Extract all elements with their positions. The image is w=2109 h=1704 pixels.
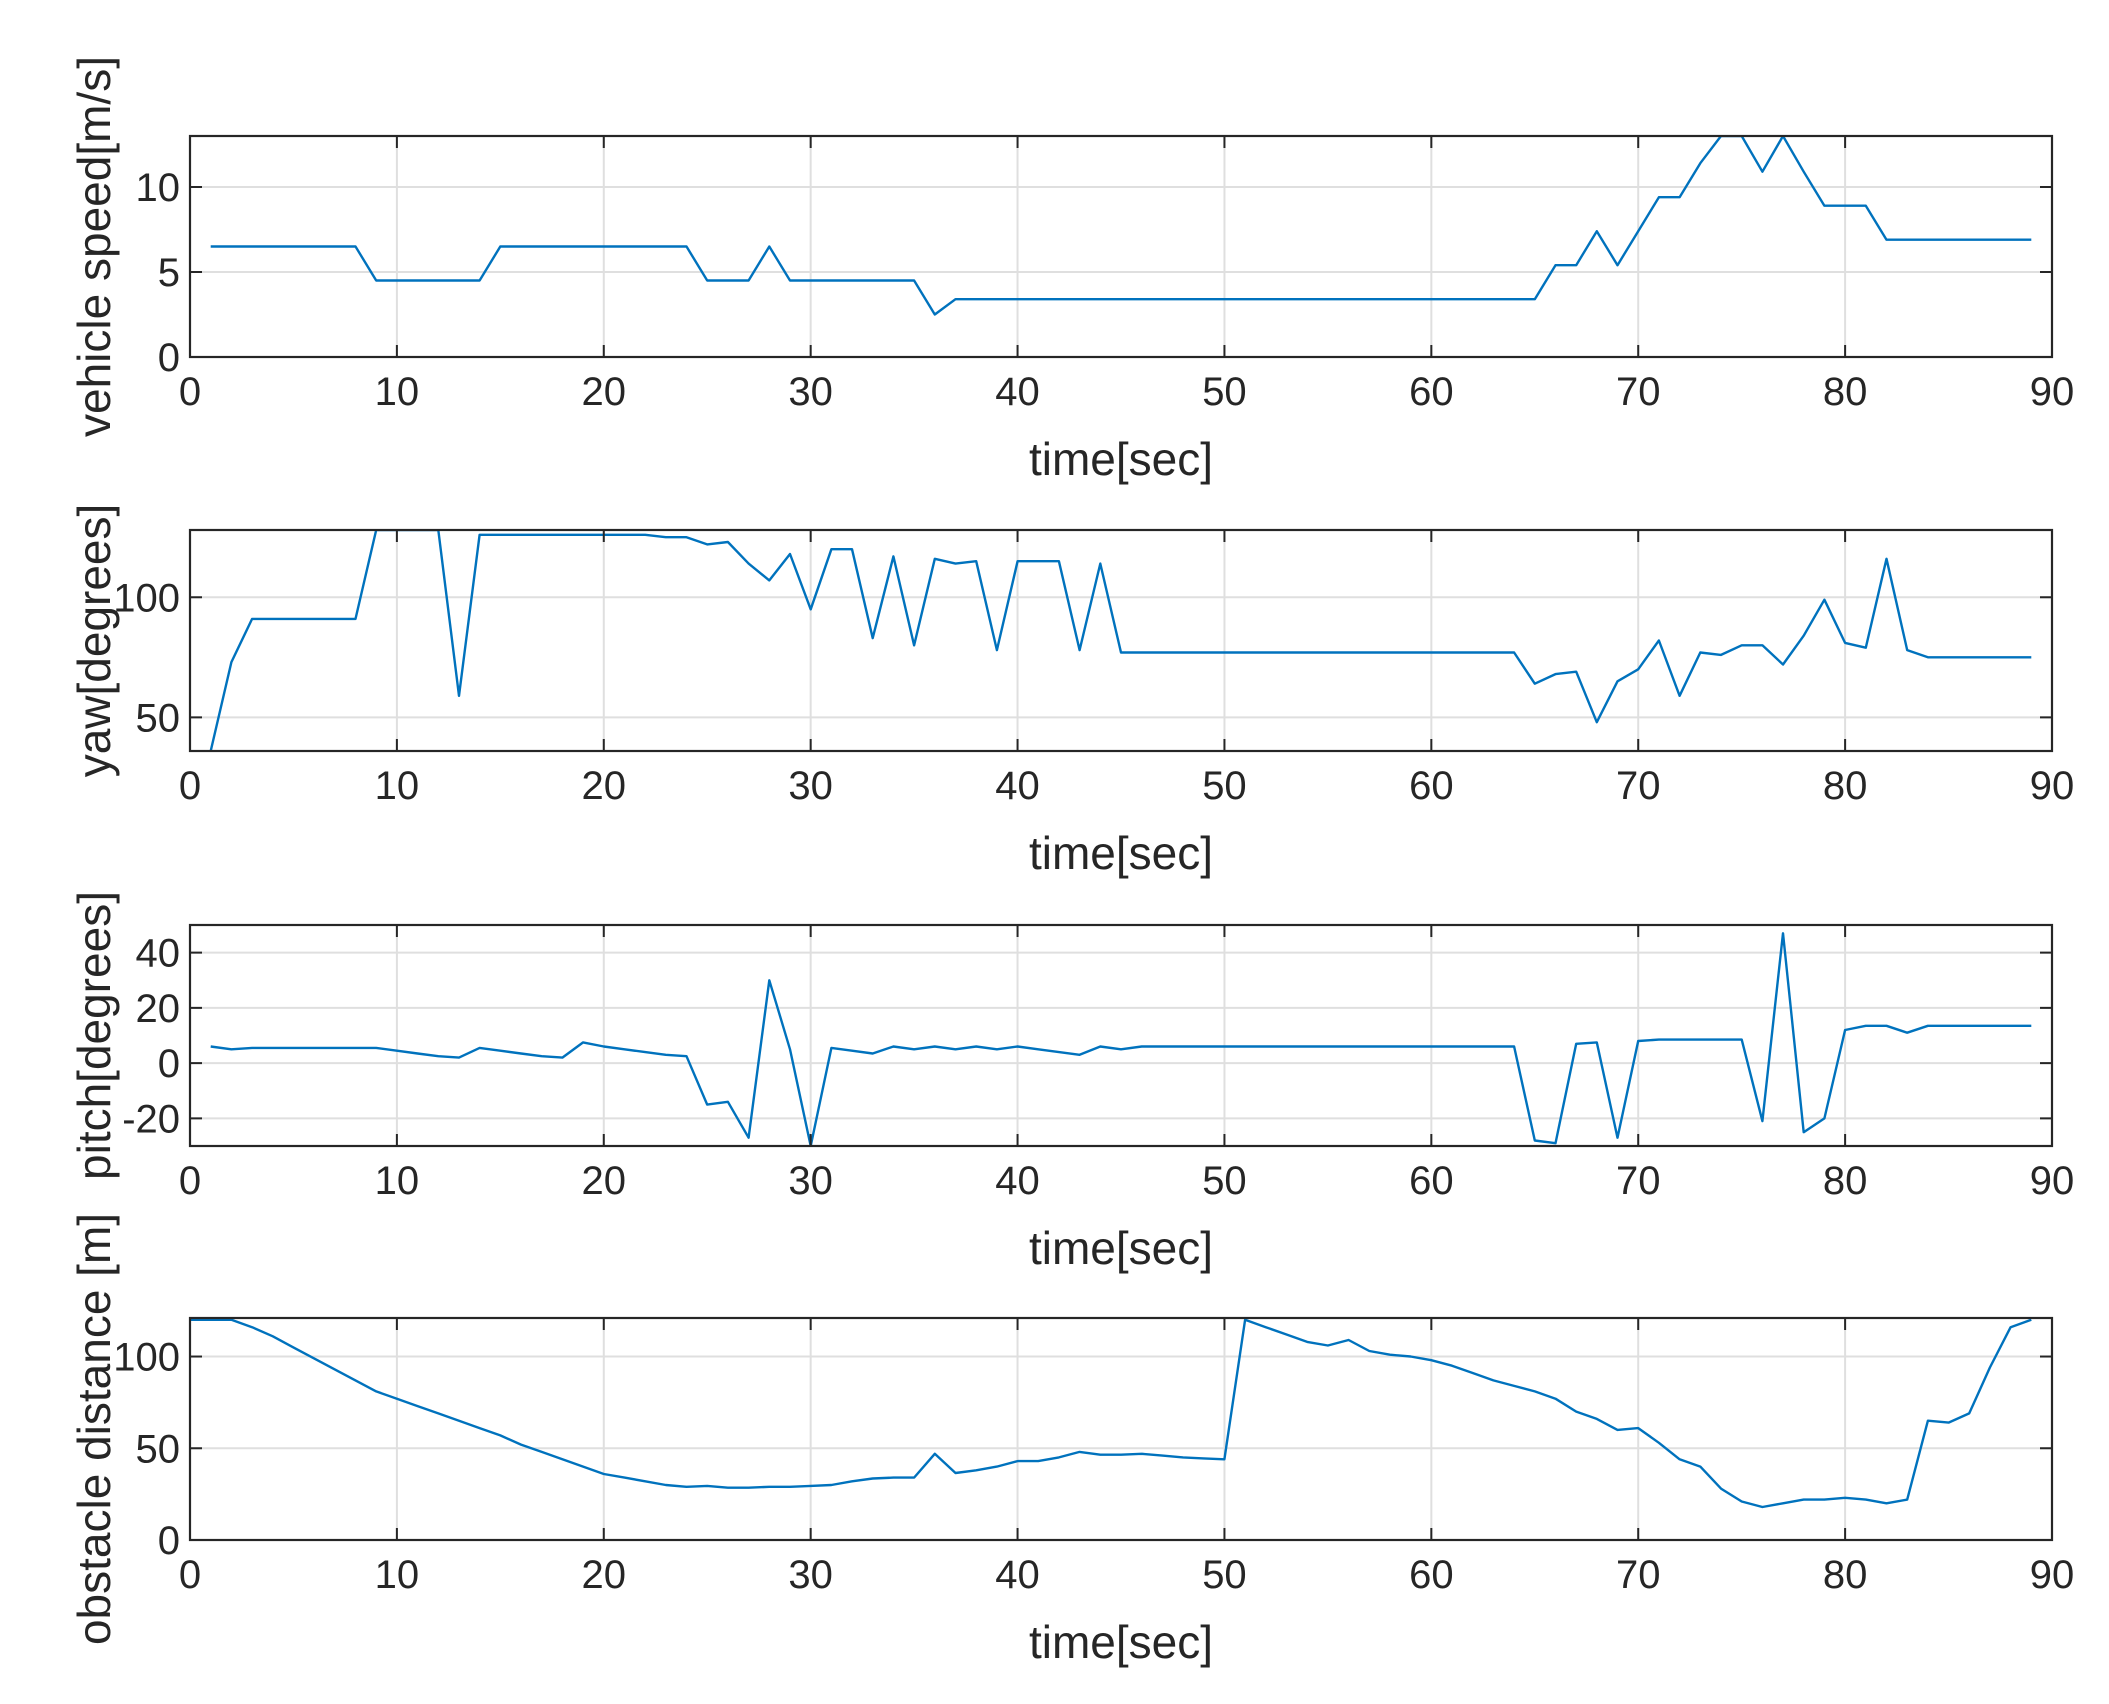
y-tick-label: 20 [136,987,181,1031]
x-tick-label: 0 [179,1159,201,1203]
y-axis-label-distance: obstacle distance [m] [68,1213,120,1645]
x-tick-label: 40 [995,370,1040,414]
x-tick-label: 0 [179,764,201,808]
x-tick-label: 80 [1823,1159,1868,1203]
x-tick-label: 60 [1409,764,1454,808]
panel-yaw: 0 10 20 30 40 50 60 70 80 90 50 100 time[sec] yaw[deg… [68,504,2074,879]
y-tick-label: 0 [158,1519,180,1563]
x-tick-label: 70 [1616,764,1661,808]
x-tick-label: 0 [179,1553,201,1597]
x-tick-label: 10 [375,370,420,414]
x-tick-label: 0 [179,370,201,414]
x-tick-label: 20 [582,370,627,414]
x-tick-label: 30 [788,370,833,414]
x-tick-label: 90 [2030,764,2075,808]
y-tick-label: 0 [158,336,180,380]
y-tick-label: -20 [122,1097,180,1141]
x-tick-label: 40 [995,764,1040,808]
series-line-yaw [209,530,2032,751]
series-line-pitch [210,932,2032,1146]
y-axis-label-pitch: pitch[degrees] [68,891,120,1180]
x-tick-label: 90 [2030,1159,2075,1203]
x-tick-label: 60 [1409,370,1454,414]
x-tick-label: 30 [788,764,833,808]
x-tick-label: 30 [788,1553,833,1597]
y-tick-label: 50 [136,1427,181,1471]
grid-yaw [189,530,2053,751]
axes-box-pitch [188,923,2054,1148]
grid-speed [189,136,2053,358]
grid-pitch [189,925,2053,1146]
grid-distance [189,1318,2053,1541]
x-tick-label: 90 [2030,370,2075,414]
axes-box-speed [188,134,2054,359]
x-tick-label: 10 [375,1553,420,1597]
y-tick-label: 5 [158,251,180,295]
panel-pitch: 0 10 20 30 40 50 60 70 80 90 -20 0 20 40 time[sec] pitc… [68,891,2074,1274]
x-tick-label: 80 [1823,1553,1868,1597]
x-tick-label: 20 [582,764,627,808]
x-axis-label-pitch: time[sec] [1029,1222,1213,1274]
axes-box-yaw [188,528,2054,753]
y-tick-label: 100 [113,576,180,620]
x-tick-label: 80 [1823,764,1868,808]
x-axis-label-speed: time[sec] [1029,433,1213,485]
x-tick-label: 50 [1202,764,1247,808]
panel-distance: 0 10 20 30 40 50 60 70 80 90 0 50 100 time[sec] obstac… [68,1213,2074,1668]
y-tick-label: 40 [136,932,181,976]
x-tick-label: 70 [1616,1159,1661,1203]
y-tick-label: 50 [136,696,181,740]
series-line-distance [190,1318,2032,1509]
y-axis-label-speed: vehicle speed[m/s] [68,56,120,437]
x-tick-label: 50 [1202,370,1247,414]
x-tick-label: 10 [375,764,420,808]
axes-box-distance [188,1316,2054,1542]
x-tick-label: 80 [1823,370,1868,414]
x-tick-label: 70 [1616,1553,1661,1597]
panel-speed: 0 10 20 30 40 50 60 70 80 90 0 5 10 time[sec] vehicle … [68,56,2074,485]
y-tick-label: 0 [158,1042,180,1086]
x-tick-label: 20 [582,1159,627,1203]
y-tick-label: 100 [113,1336,180,1380]
x-tick-label: 60 [1409,1159,1454,1203]
y-axis-label-yaw: yaw[degrees] [68,504,120,778]
x-tick-label: 70 [1616,370,1661,414]
x-tick-label: 40 [995,1553,1040,1597]
x-tick-label: 10 [375,1159,420,1203]
x-tick-label: 50 [1202,1553,1247,1597]
x-tick-label: 40 [995,1159,1040,1203]
x-tick-label: 60 [1409,1553,1454,1597]
x-tick-label: 90 [2030,1553,2075,1597]
x-tick-label: 20 [582,1553,627,1597]
x-tick-label: 30 [788,1159,833,1203]
x-tick-label: 50 [1202,1159,1247,1203]
y-tick-label: 10 [136,166,181,210]
x-axis-label-yaw: time[sec] [1029,827,1213,879]
x-axis-label-distance: time[sec] [1029,1616,1213,1668]
series-line-speed [210,136,2032,316]
